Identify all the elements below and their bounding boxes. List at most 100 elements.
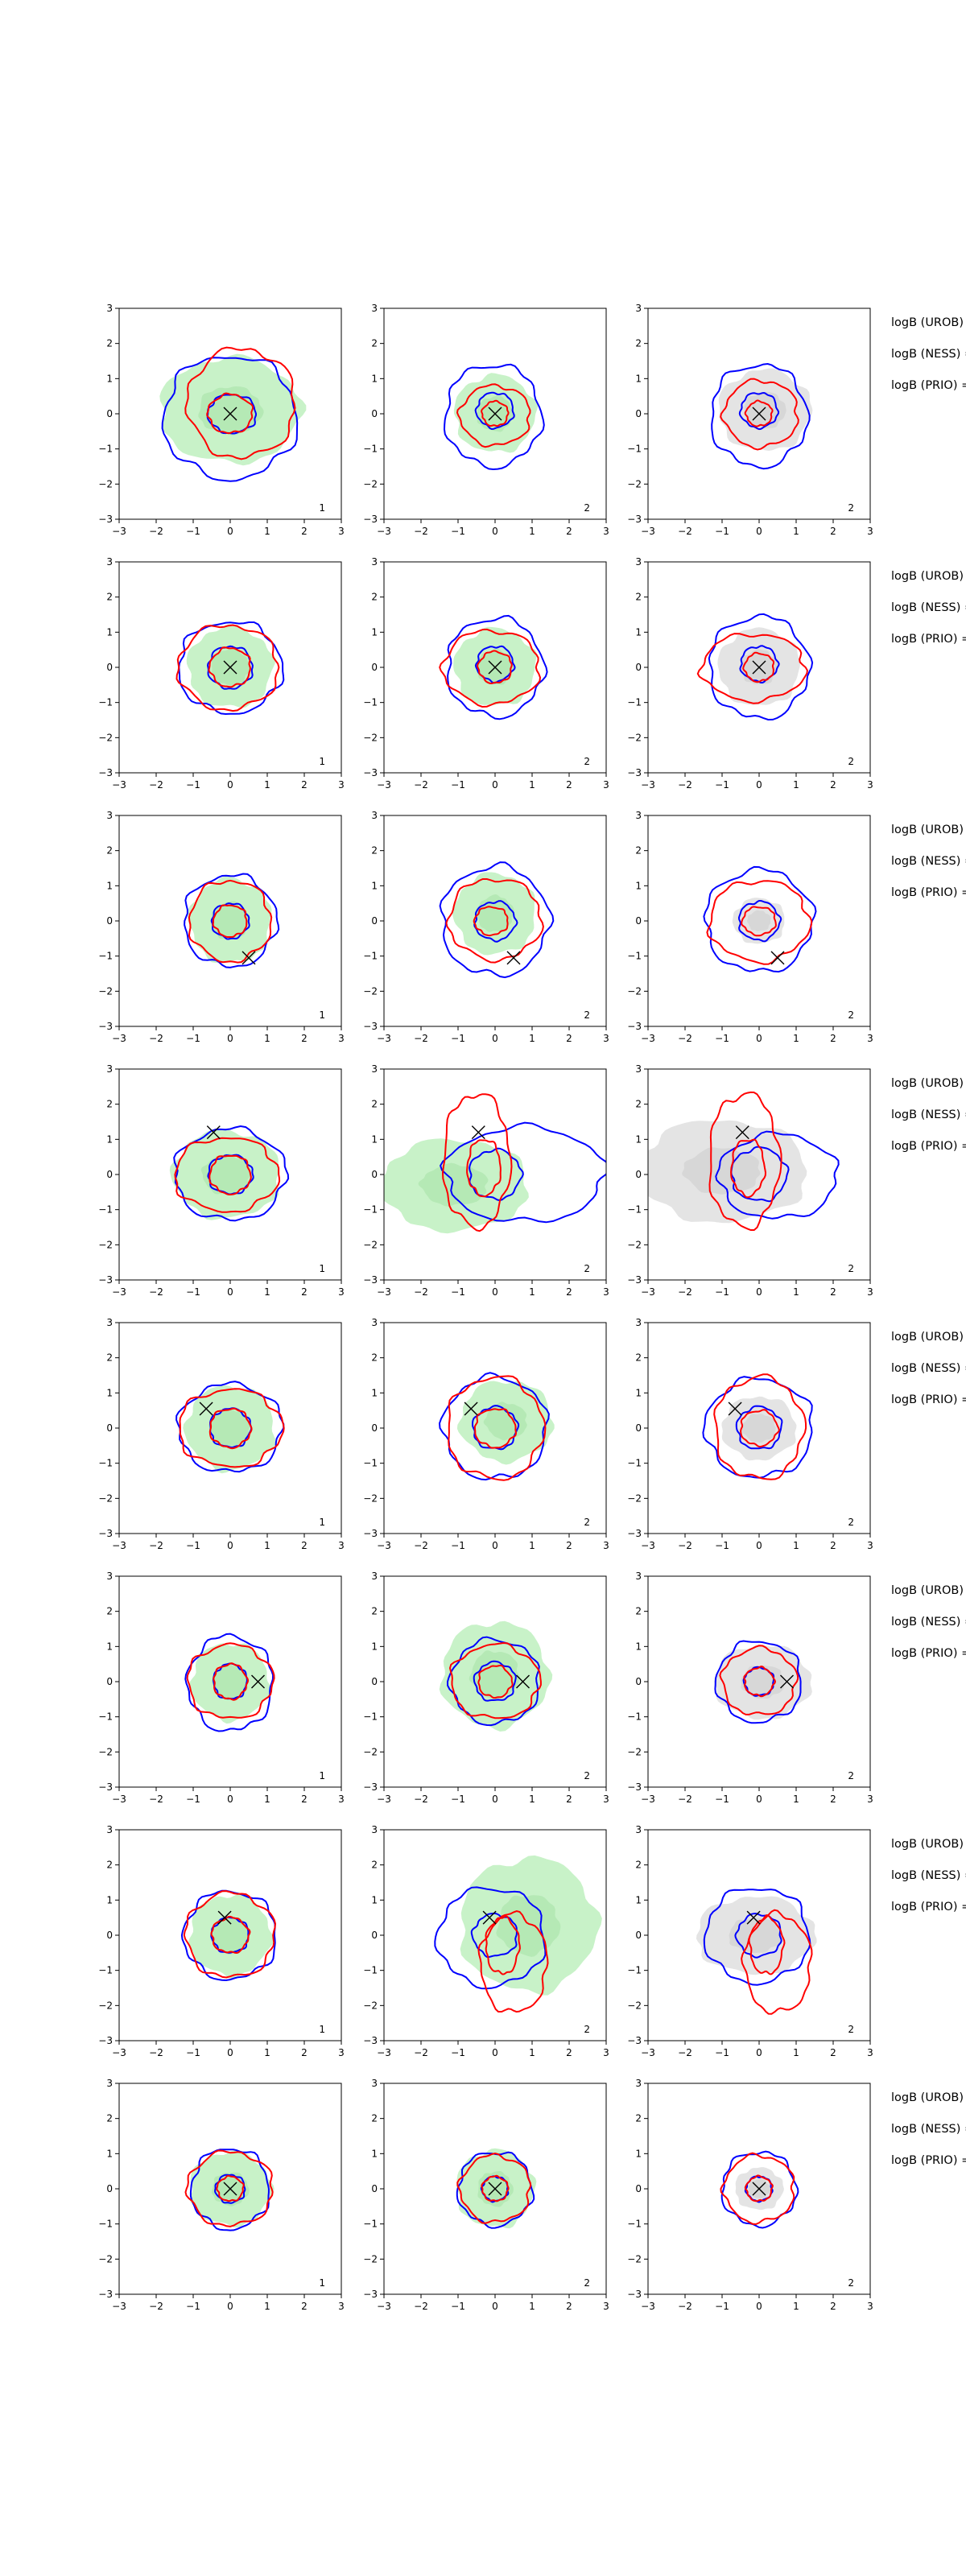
- y-tick-label: 3: [106, 1824, 113, 1835]
- y-tick-label: 0: [106, 1169, 113, 1180]
- y-tick-label: −1: [363, 2219, 378, 2230]
- x-tick-label: 3: [338, 1286, 345, 1298]
- x-tick-label: 0: [492, 2301, 498, 2312]
- y-tick-label: 2: [635, 592, 642, 603]
- y-tick-label: 2: [371, 1606, 378, 1617]
- red-contour: [439, 628, 542, 708]
- y-tick-label: 2: [635, 1099, 642, 1110]
- y-tick-label: 1: [371, 1641, 378, 1652]
- y-tick-label: 1: [106, 373, 113, 384]
- y-tick-label: 3: [371, 1317, 378, 1328]
- y-tick-label: 2: [635, 1860, 642, 1871]
- y-tick-label: −2: [98, 985, 113, 997]
- x-tick-label: −1: [451, 1033, 465, 1044]
- y-tick-label: −2: [98, 478, 113, 489]
- panel-corner-label: 2: [848, 502, 854, 514]
- blue-contour: [446, 1636, 540, 1727]
- panel-corner-label: 1: [319, 1517, 325, 1528]
- x-tick-label: −1: [715, 779, 729, 791]
- panel: −3 −2 −1 0 1 2 3 −3 −2 −1 0 1 2 3 2: [627, 1571, 873, 1805]
- panel-corner-label: 2: [584, 2277, 590, 2289]
- red-contour: [186, 1642, 275, 1719]
- x-marker: [516, 1674, 530, 1689]
- x-marker-stroke: [223, 660, 237, 675]
- x-tick-label: 2: [566, 2301, 572, 2312]
- x-marker-stroke: [752, 660, 766, 675]
- y-tick-label: 0: [635, 915, 642, 927]
- x-tick-label: 0: [756, 2047, 762, 2058]
- x-tick-label: 2: [301, 526, 308, 537]
- blue-contour: [715, 1130, 840, 1220]
- y-tick-label: −2: [98, 732, 113, 743]
- x-tick-label: 2: [301, 1540, 308, 1551]
- y-tick-label: −1: [363, 444, 378, 455]
- y-tick-label: −1: [627, 1965, 642, 1976]
- y-tick-label: −3: [363, 1021, 378, 1032]
- y-tick-label: −2: [627, 985, 642, 997]
- y-tick-label: 0: [635, 408, 642, 419]
- panel: −3 −2 −1 0 1 2 3 −3 −2 −1 0 1 2 3 2: [363, 1063, 609, 1298]
- blue-contour: [173, 1125, 290, 1222]
- x-marker: [206, 1125, 221, 1140]
- x-marker: [752, 407, 766, 421]
- y-tick-label: −3: [98, 1021, 113, 1032]
- x-tick-label: 0: [227, 526, 233, 537]
- x-tick-label: 2: [301, 2301, 308, 2312]
- red-contour: [466, 1139, 502, 1198]
- red-contour: [696, 633, 808, 704]
- filled-density-core: [469, 1650, 520, 1701]
- x-tick-label: 1: [793, 1794, 799, 1805]
- x-tick-label: 1: [264, 779, 270, 791]
- panel: −3 −2 −1 0 1 2 3 −3 −2 −1 0 1 2 3 1: [98, 1317, 345, 1551]
- filled-density-core: [211, 901, 250, 940]
- y-tick-label: −3: [627, 1274, 642, 1286]
- logb-annotation: logB (UROB): [891, 1584, 964, 1597]
- panel-corner-label: 2: [848, 1263, 854, 1274]
- y-tick-label: −1: [363, 1711, 378, 1723]
- y-tick-label: −2: [627, 2000, 642, 2011]
- x-marker: [746, 1910, 761, 1925]
- red-contour: [212, 904, 248, 938]
- y-tick-label: −3: [98, 2289, 113, 2300]
- red-contour: [183, 1890, 277, 1979]
- x-tick-label: −2: [678, 1286, 692, 1298]
- panel-corner-label: 1: [319, 1263, 325, 1274]
- y-tick-label: 3: [635, 2078, 642, 2089]
- blue-contour: [207, 1154, 254, 1195]
- y-tick-label: −3: [363, 1781, 378, 1793]
- panel: −3 −2 −1 0 1 2 3 −3 −2 −1 0 1 2 3 2: [363, 2078, 609, 2312]
- x-marker: [223, 2182, 237, 2196]
- red-contour: [210, 1915, 251, 1955]
- y-tick-label: −3: [627, 1021, 642, 1032]
- x-tick-label: 3: [603, 1286, 609, 1298]
- x-tick-label: 3: [867, 1033, 873, 1044]
- y-tick-label: 1: [635, 373, 642, 384]
- blue-contour: [473, 1660, 517, 1702]
- x-tick-label: −1: [186, 1794, 200, 1805]
- y-tick-label: 2: [371, 592, 378, 603]
- logb-annotation: logB (NESS) =: [891, 1869, 966, 1882]
- panel-corner-label: 1: [319, 2277, 325, 2289]
- logb-annotation: logB (UROB): [891, 824, 964, 836]
- red-contour: [441, 1093, 513, 1232]
- x-tick-label: −3: [377, 2047, 391, 2058]
- x-tick-label: −2: [678, 1033, 692, 1044]
- panel: −3 −2 −1 0 1 2 3 −3 −2 −1 0 1 2 3 2: [627, 2078, 873, 2312]
- x-tick-label: −2: [414, 1286, 428, 1298]
- red-contour: [206, 392, 254, 435]
- plot-area: [714, 1640, 812, 1724]
- red-contour: [174, 1137, 281, 1213]
- x-tick-label: 2: [301, 1794, 308, 1805]
- y-tick-label: 1: [106, 2148, 113, 2159]
- x-tick-label: 0: [492, 1286, 498, 1298]
- red-contour: [713, 1373, 807, 1480]
- logb-annotation: logB (UROB): [891, 1077, 964, 1090]
- x-tick-label: 1: [529, 1033, 535, 1044]
- x-marker-stroke: [223, 2182, 237, 2196]
- x-tick-label: 3: [338, 2047, 345, 2058]
- y-tick-label: −2: [363, 1746, 378, 1757]
- y-tick-label: 0: [106, 2183, 113, 2194]
- plot-area: [720, 2150, 799, 2229]
- x-tick-label: 2: [566, 1794, 572, 1805]
- x-tick-label: −2: [149, 2047, 163, 2058]
